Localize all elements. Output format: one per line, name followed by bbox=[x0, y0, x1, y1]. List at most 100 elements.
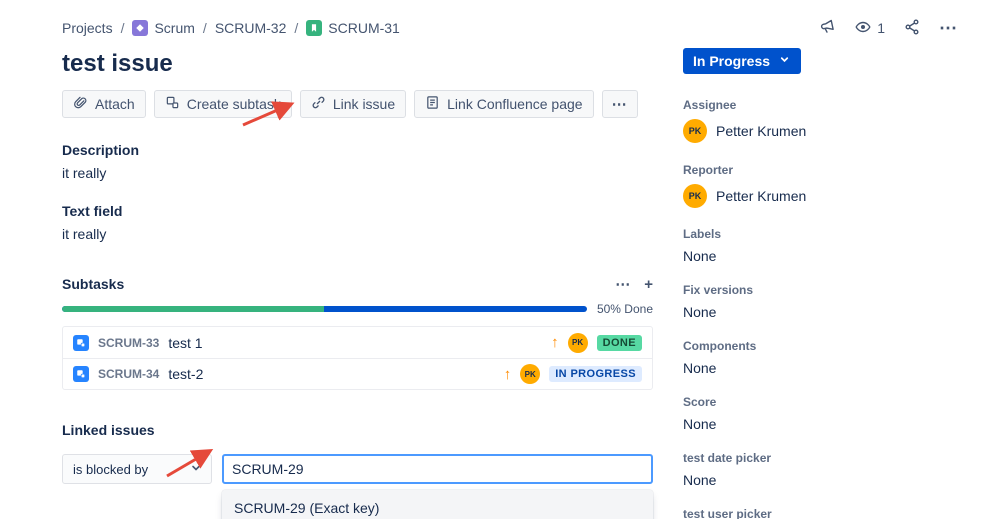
issue-suggestion-item[interactable]: SCRUM-29 (Exact key) bbox=[222, 490, 653, 519]
toolbar-more-button[interactable]: ⋯ bbox=[601, 90, 638, 118]
linked-issues-section: Linked issues is blocked by SCRUM-29 (Ex… bbox=[62, 422, 653, 519]
breadcrumb-separator: / bbox=[120, 20, 125, 36]
test-date-picker-label: test date picker bbox=[683, 451, 772, 465]
page-icon bbox=[425, 95, 440, 113]
priority-up-icon: ↑ bbox=[551, 334, 559, 351]
issue-sidebar: In Progress Assignee PK Petter Krumen Re… bbox=[683, 40, 963, 519]
description-value[interactable]: it really bbox=[62, 165, 107, 181]
labels-value[interactable]: None bbox=[683, 248, 717, 264]
reporter-name: Petter Krumen bbox=[716, 188, 807, 204]
test-date-picker-value[interactable]: None bbox=[683, 472, 717, 488]
subtasks-more-button[interactable]: ⋯ bbox=[615, 275, 631, 293]
components-value[interactable]: None bbox=[683, 360, 717, 376]
chevron-down-icon bbox=[778, 53, 791, 69]
components-label: Components bbox=[683, 339, 757, 353]
link-issue-label: Link issue bbox=[332, 96, 396, 112]
reporter-field: Reporter PK Petter Krumen bbox=[683, 163, 963, 208]
subtask-assignee-avatar: PK bbox=[567, 332, 588, 353]
issue-search-input[interactable] bbox=[222, 454, 653, 484]
share-icon bbox=[903, 18, 921, 39]
breadcrumb-parent-issue-link[interactable]: SCRUM-32 bbox=[214, 20, 287, 36]
subtask-type-icon bbox=[73, 366, 89, 382]
fix-versions-value[interactable]: None bbox=[683, 304, 717, 320]
subtask-status-lozenge[interactable]: IN PROGRESS bbox=[549, 366, 642, 382]
test-user-picker-field: test user picker bbox=[683, 507, 963, 519]
labels-field: Labels None bbox=[683, 227, 963, 264]
breadcrumb-projects-link[interactable]: Projects bbox=[62, 20, 113, 36]
issue-type-icon bbox=[306, 20, 323, 36]
chevron-down-icon bbox=[189, 461, 203, 478]
description-label: Description bbox=[62, 142, 140, 158]
link-confluence-label: Link Confluence page bbox=[447, 96, 583, 112]
subtasks-progress: 50% Done bbox=[62, 302, 653, 316]
topbar: Projects / Scrum / SCRUM-32 / SCRUM-31 bbox=[0, 0, 998, 40]
assignee-value[interactable]: PK Petter Krumen bbox=[683, 119, 963, 143]
more-actions-button[interactable]: ⋯ bbox=[939, 18, 958, 39]
eye-icon bbox=[854, 18, 872, 39]
subtask-row[interactable]: SCRUM-34 test-2 ↑ PK IN PROGRESS bbox=[63, 358, 652, 389]
watch-button[interactable]: 1 bbox=[854, 18, 885, 39]
watchers-count: 1 bbox=[877, 20, 885, 36]
issue-search-wrap: SCRUM-29 (Exact key) bbox=[222, 454, 653, 519]
priority-up-icon: ↑ bbox=[503, 365, 512, 383]
assignee-name: Petter Krumen bbox=[716, 123, 807, 139]
create-subtask-button[interactable]: Create subtask bbox=[153, 90, 292, 118]
assignee-avatar: PK bbox=[683, 119, 707, 143]
subtask-summary[interactable]: test-2 bbox=[168, 366, 204, 382]
test-user-picker-label: test user picker bbox=[683, 507, 772, 519]
subtask-progress-done bbox=[62, 306, 325, 312]
breadcrumb-current-issue-link[interactable]: SCRUM-31 bbox=[306, 20, 400, 36]
link-type-select[interactable]: is blocked by bbox=[62, 454, 212, 484]
assignee-label: Assignee bbox=[683, 98, 737, 112]
breadcrumb-separator: / bbox=[202, 20, 207, 36]
subtask-row[interactable]: SCRUM-33 test 1 ↑ PK DONE bbox=[63, 327, 652, 358]
subtask-key: SCRUM-33 bbox=[98, 335, 160, 350]
issue-toolbar: Attach Create subtask Link issue bbox=[62, 90, 653, 118]
assignee-field: Assignee PK Petter Krumen bbox=[683, 98, 963, 143]
link-issue-button[interactable]: Link issue bbox=[299, 90, 407, 118]
top-actions: 1 ⋯ bbox=[818, 18, 958, 39]
score-label: Score bbox=[683, 395, 717, 409]
content: test issue Attach Create subtask bbox=[0, 40, 998, 519]
more-icon: ⋯ bbox=[939, 17, 958, 38]
score-value[interactable]: None bbox=[683, 416, 717, 432]
fix-versions-label: Fix versions bbox=[683, 283, 754, 297]
subtask-progress-track bbox=[62, 306, 587, 312]
description-field: Description it really bbox=[62, 142, 653, 181]
create-subtask-label: Create subtask bbox=[186, 96, 281, 112]
subtask-assignee-avatar: PK bbox=[520, 364, 541, 384]
breadcrumb: Projects / Scrum / SCRUM-32 / SCRUM-31 bbox=[62, 20, 400, 36]
attach-label: Attach bbox=[95, 96, 135, 112]
subtasks-section: Subtasks ⋯ + 50% Done bbox=[62, 276, 653, 390]
attach-button[interactable]: Attach bbox=[62, 90, 146, 118]
breadcrumb-project-label: Scrum bbox=[154, 20, 195, 36]
subtask-status-lozenge[interactable]: DONE bbox=[596, 334, 642, 351]
share-button[interactable] bbox=[903, 18, 921, 39]
feedback-button[interactable] bbox=[818, 18, 836, 39]
issue-suggestion-panel: SCRUM-29 (Exact key) bbox=[222, 490, 653, 519]
reporter-value[interactable]: PK Petter Krumen bbox=[683, 184, 963, 208]
subtask-list: SCRUM-33 test 1 ↑ PK DONE SCRUM-34 bbox=[62, 326, 653, 390]
labels-label: Labels bbox=[683, 227, 722, 241]
link-type-value: is blocked by bbox=[73, 461, 149, 477]
link-icon bbox=[311, 95, 326, 113]
project-avatar-icon bbox=[132, 20, 149, 36]
issue-title[interactable]: test issue bbox=[62, 50, 173, 77]
reporter-label: Reporter bbox=[683, 163, 734, 177]
text-field-label: Text field bbox=[62, 203, 123, 219]
more-icon: ⋯ bbox=[611, 96, 628, 113]
megaphone-icon bbox=[818, 18, 836, 39]
linked-issues-label: Linked issues bbox=[62, 422, 155, 438]
text-field-value[interactable]: it really bbox=[62, 226, 107, 242]
subtasks-add-button[interactable]: + bbox=[644, 275, 653, 293]
link-confluence-button[interactable]: Link Confluence page bbox=[414, 90, 594, 118]
test-date-picker-field: test date picker None bbox=[683, 451, 963, 488]
score-field: Score None bbox=[683, 395, 963, 432]
status-button[interactable]: In Progress bbox=[683, 48, 802, 74]
breadcrumb-issue-key-label: SCRUM-31 bbox=[328, 20, 400, 36]
subtask-summary[interactable]: test 1 bbox=[168, 334, 203, 351]
breadcrumb-project-link[interactable]: Scrum bbox=[132, 20, 195, 36]
components-field: Components None bbox=[683, 339, 963, 376]
subtask-icon bbox=[165, 95, 180, 113]
